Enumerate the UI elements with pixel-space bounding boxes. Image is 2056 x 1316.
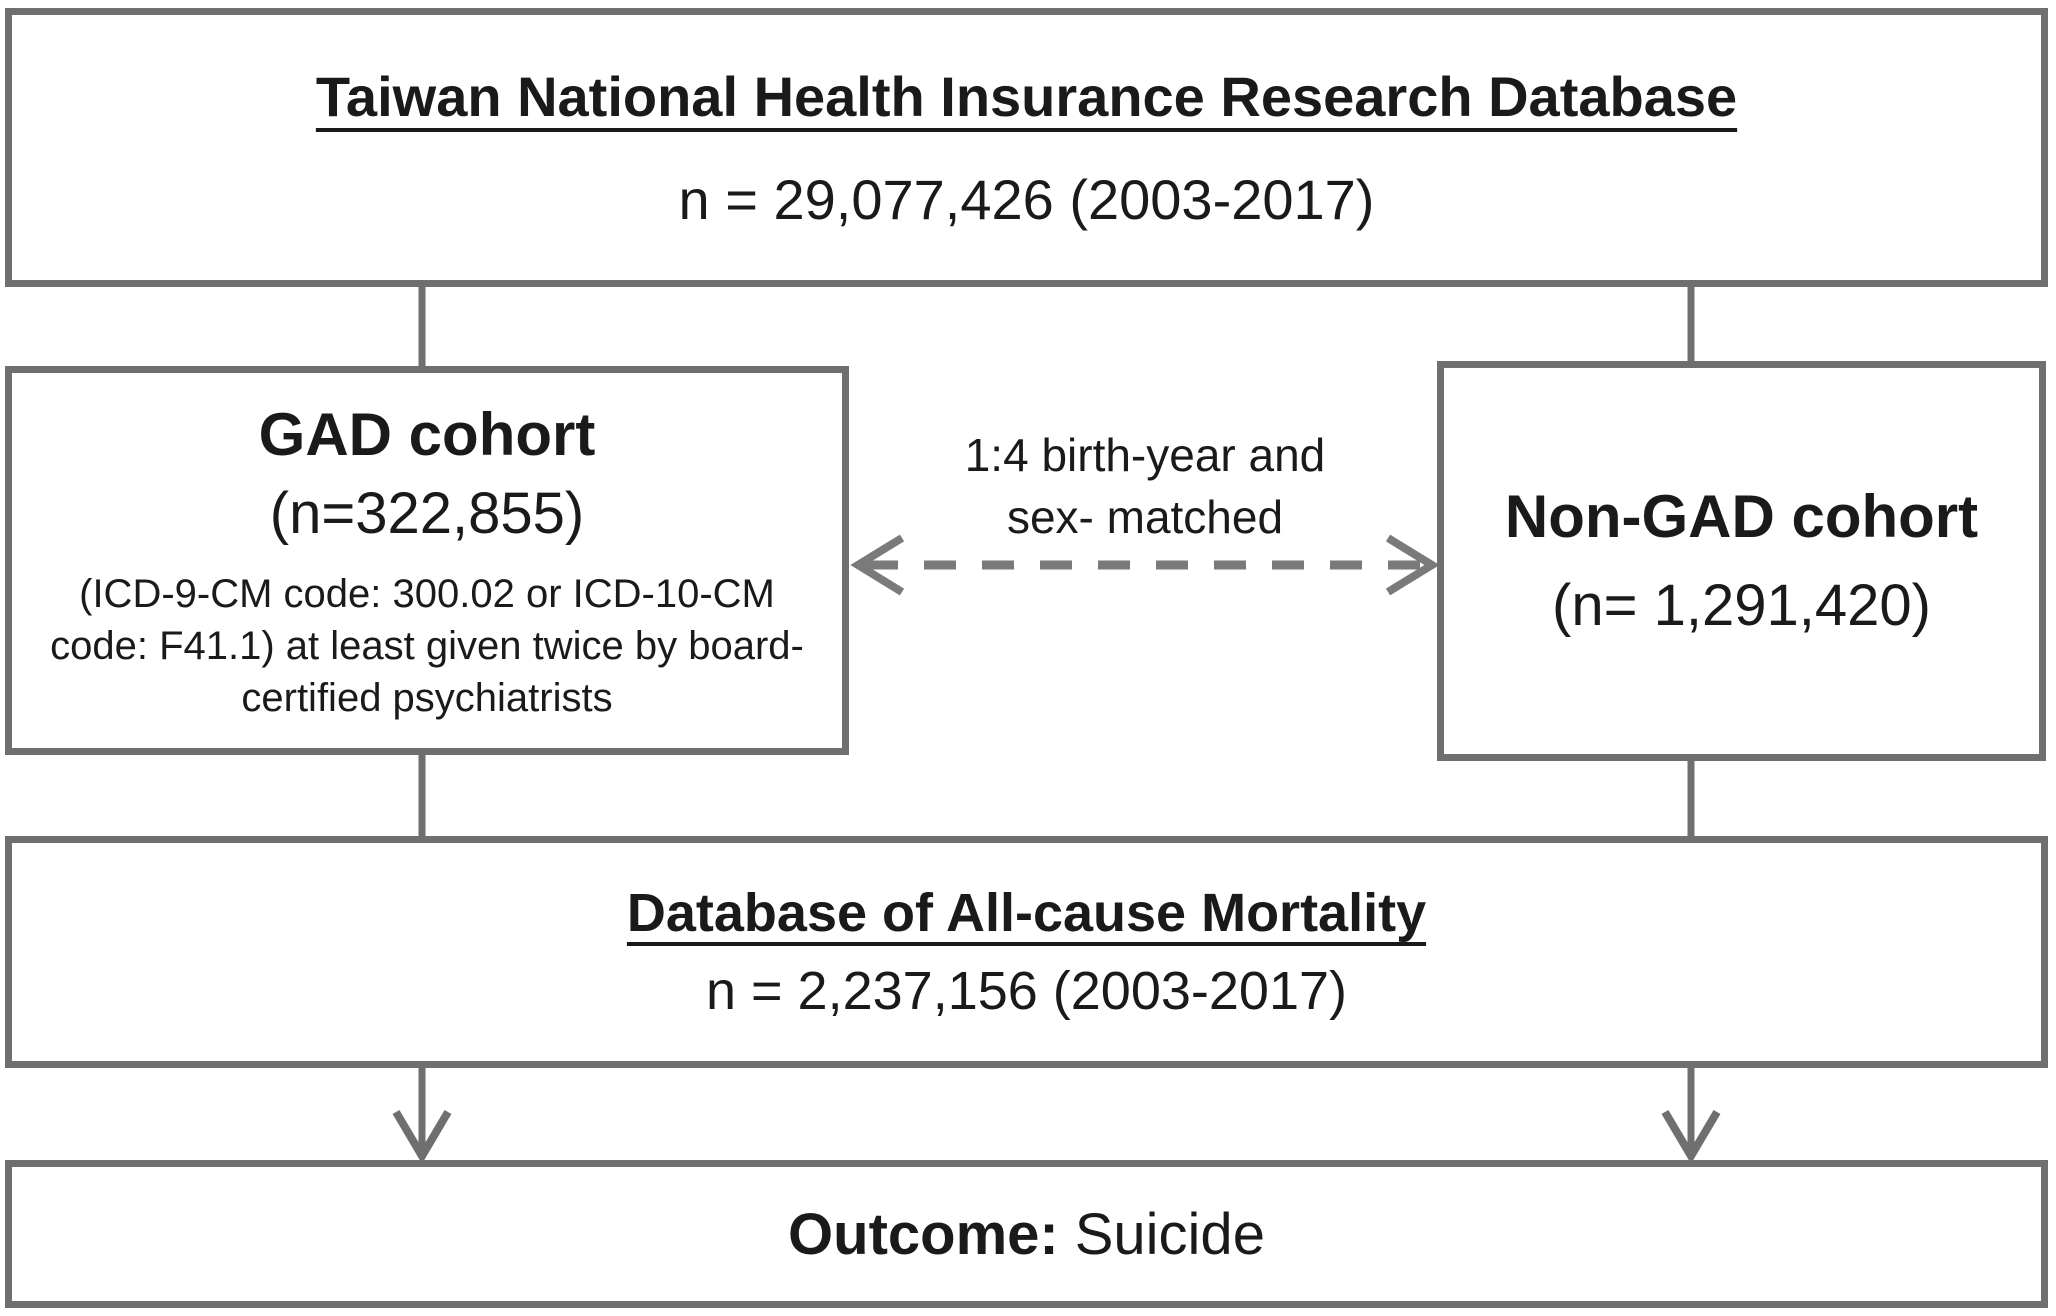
non-gad-cohort-count: (n= 1,291,420) — [1552, 573, 1931, 639]
outcome-value: Suicide — [1074, 1201, 1265, 1267]
non-gad-cohort-title: Non-GAD cohort — [1504, 483, 1979, 551]
non-gad-cohort-box: Non-GAD cohort (n= 1,291,420) — [1437, 361, 2046, 761]
gad-cohort-count: (n=322,855) — [269, 480, 585, 546]
mortality-count: n = 2,237,156 (2003-2017) — [705, 961, 1347, 1021]
gad-cohort-title: GAD cohort — [258, 400, 596, 468]
gad-cohort-box: GAD cohort (n=322,855) (ICD-9-CM code: 3… — [5, 366, 849, 755]
match-label-line2: sex- matched — [1006, 491, 1284, 543]
nhird-count: n = 29,077,426 (2003-2017) — [678, 167, 1375, 231]
gad-cohort-criteria: (ICD-9-CM code: 300.02 or ICD-10-CM code… — [50, 572, 804, 721]
arrow-left-head-icon — [392, 1109, 452, 1164]
outcome-label: Outcome: — [788, 1201, 1059, 1267]
mortality-title: Database of All-cause Mortality — [626, 883, 1427, 943]
nhird-title: Taiwan National Health Insurance Researc… — [315, 64, 1738, 128]
match-label: 1:4 birth-year and sex- matched — [880, 424, 1410, 548]
match-arrowhead-right-icon — [1385, 534, 1440, 596]
outcome-box: Outcome: Suicide — [5, 1160, 2048, 1308]
match-arrowhead-left-icon — [850, 534, 905, 596]
mortality-database-box: Database of All-cause Mortality n = 2,23… — [5, 836, 2048, 1068]
nhird-box: Taiwan National Health Insurance Researc… — [5, 8, 2048, 287]
arrow-right-head-icon — [1661, 1109, 1721, 1164]
match-label-line1: 1:4 birth-year and — [964, 429, 1326, 481]
